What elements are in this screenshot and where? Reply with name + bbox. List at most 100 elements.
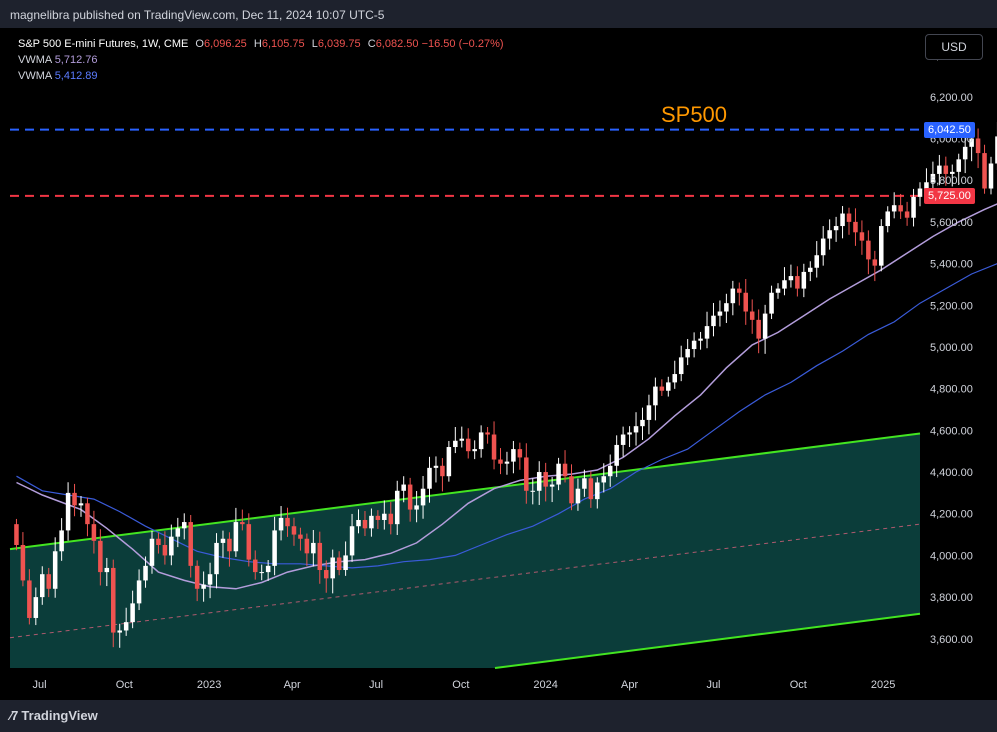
candle-body <box>827 230 832 239</box>
close-label: C <box>367 38 376 50</box>
tv-logo-text: TradingView <box>21 708 98 723</box>
candle-body <box>943 165 949 174</box>
y-tick-label: 4,800.00 <box>930 384 973 396</box>
candle-body <box>640 419 645 427</box>
candle-body <box>530 490 536 492</box>
candle-body <box>820 238 826 256</box>
channel-fill <box>10 433 920 668</box>
candle-body <box>846 213 852 222</box>
candle-body <box>227 538 232 552</box>
candle-body <box>653 386 658 406</box>
candle-body <box>201 584 206 589</box>
candle-body <box>181 522 187 529</box>
candle-body <box>65 492 71 531</box>
vwma-slow-line <box>16 263 997 569</box>
y-tick-label: 4,200.00 <box>930 509 973 521</box>
candle-body <box>369 515 374 529</box>
candle-body <box>982 153 987 189</box>
x-tick-label: 2024 <box>533 679 557 691</box>
candle-body <box>814 255 819 268</box>
open-label: O <box>195 38 204 50</box>
symbol-title[interactable]: S&P 500 E-mini Futures, 1W, CME <box>18 38 189 50</box>
candle-body <box>646 405 652 420</box>
candle-body <box>698 338 703 341</box>
chart-area[interactable]: 3,600.00 3,800.00 4,000.00 4,200.00 4,400.00… <box>0 28 997 700</box>
candle-body <box>259 572 264 574</box>
x-tick-label: Jul <box>706 679 720 691</box>
candle-body <box>130 603 135 623</box>
candle-body <box>962 146 968 160</box>
legend-row-vwma2[interactable]: VWMA 5,412.89 <box>18 68 504 84</box>
legend-row-vwma1[interactable]: VWMA 5,712.76 <box>18 52 504 68</box>
candle-body <box>672 374 678 383</box>
candle-body <box>704 326 710 339</box>
sp500-annotation: SP500 <box>661 102 727 127</box>
y-tick-label: 5,400.00 <box>930 259 973 271</box>
candle-body <box>891 205 897 212</box>
candle-body <box>252 559 258 573</box>
x-tick-label: Apr <box>284 679 301 691</box>
candle-body <box>879 226 884 266</box>
y-tick-label: 5,200.00 <box>930 300 973 312</box>
candle-body <box>33 597 39 618</box>
candle-body <box>291 526 297 535</box>
candle-body <box>556 463 561 485</box>
channel-lower-line <box>494 612 921 669</box>
candle-body <box>866 240 871 260</box>
high-label: H <box>253 38 262 50</box>
x-tick-label: Oct <box>790 679 807 691</box>
candle-body <box>220 538 226 543</box>
candle-body <box>840 213 845 227</box>
chart-legend: S&P 500 E-mini Futures, 1W, CME O6,096.2… <box>18 36 504 84</box>
candle-body <box>756 319 761 339</box>
low-value: 6,039.75 <box>317 38 361 50</box>
y-tick-label: 5,800.00 <box>930 175 973 187</box>
candle-body <box>317 542 323 571</box>
level-lines-group <box>10 128 920 197</box>
tradingview-logo[interactable]: ⁄7 TradingView <box>10 708 98 723</box>
candle-body <box>872 259 878 266</box>
open-value: 6,096.25 <box>203 38 247 50</box>
candle-body <box>382 513 387 520</box>
candle-body <box>194 565 200 589</box>
candle-body <box>633 426 639 433</box>
candle-body <box>975 138 981 154</box>
candle-body <box>924 182 929 189</box>
candle-body <box>504 461 510 464</box>
candle-body <box>143 565 148 581</box>
candle-body <box>330 557 335 579</box>
price-chart-svg[interactable]: 3,600.00 3,800.00 4,000.00 4,200.00 4,400.00… <box>0 28 997 700</box>
candle-body <box>304 538 310 554</box>
candle-body <box>782 280 787 289</box>
candle-body <box>659 386 665 391</box>
candle-body <box>569 476 574 504</box>
axes-group: 3,600.00 3,800.00 4,000.00 4,200.00 4,400.00… <box>32 50 972 691</box>
candle-body <box>298 534 303 539</box>
candle-body <box>188 522 193 566</box>
channel-upper-line <box>9 432 921 551</box>
candle-body <box>524 457 529 491</box>
candle-body <box>453 440 458 448</box>
candle-body <box>711 315 716 327</box>
candle-body <box>272 530 277 566</box>
candle-body <box>969 138 974 147</box>
candle-body <box>717 311 723 316</box>
candle-body <box>917 188 923 197</box>
x-tick-label: Oct <box>452 679 469 691</box>
currency-button[interactable]: USD <box>925 34 983 60</box>
channel-group <box>9 432 921 669</box>
candle-body <box>207 574 213 585</box>
candle-body <box>730 288 736 304</box>
candle-body <box>614 444 619 466</box>
candle-body <box>14 524 19 546</box>
candle-body <box>394 490 400 525</box>
candle-body <box>601 476 607 483</box>
blue-level-price-tag: 6,042.50 <box>924 121 975 138</box>
candle-body <box>356 519 361 527</box>
candle-body <box>265 565 271 573</box>
candle-body <box>795 276 800 289</box>
candle-body <box>459 438 465 441</box>
candle-body <box>427 467 432 489</box>
candle-body <box>737 288 742 293</box>
x-tick-label: Jul <box>32 679 46 691</box>
